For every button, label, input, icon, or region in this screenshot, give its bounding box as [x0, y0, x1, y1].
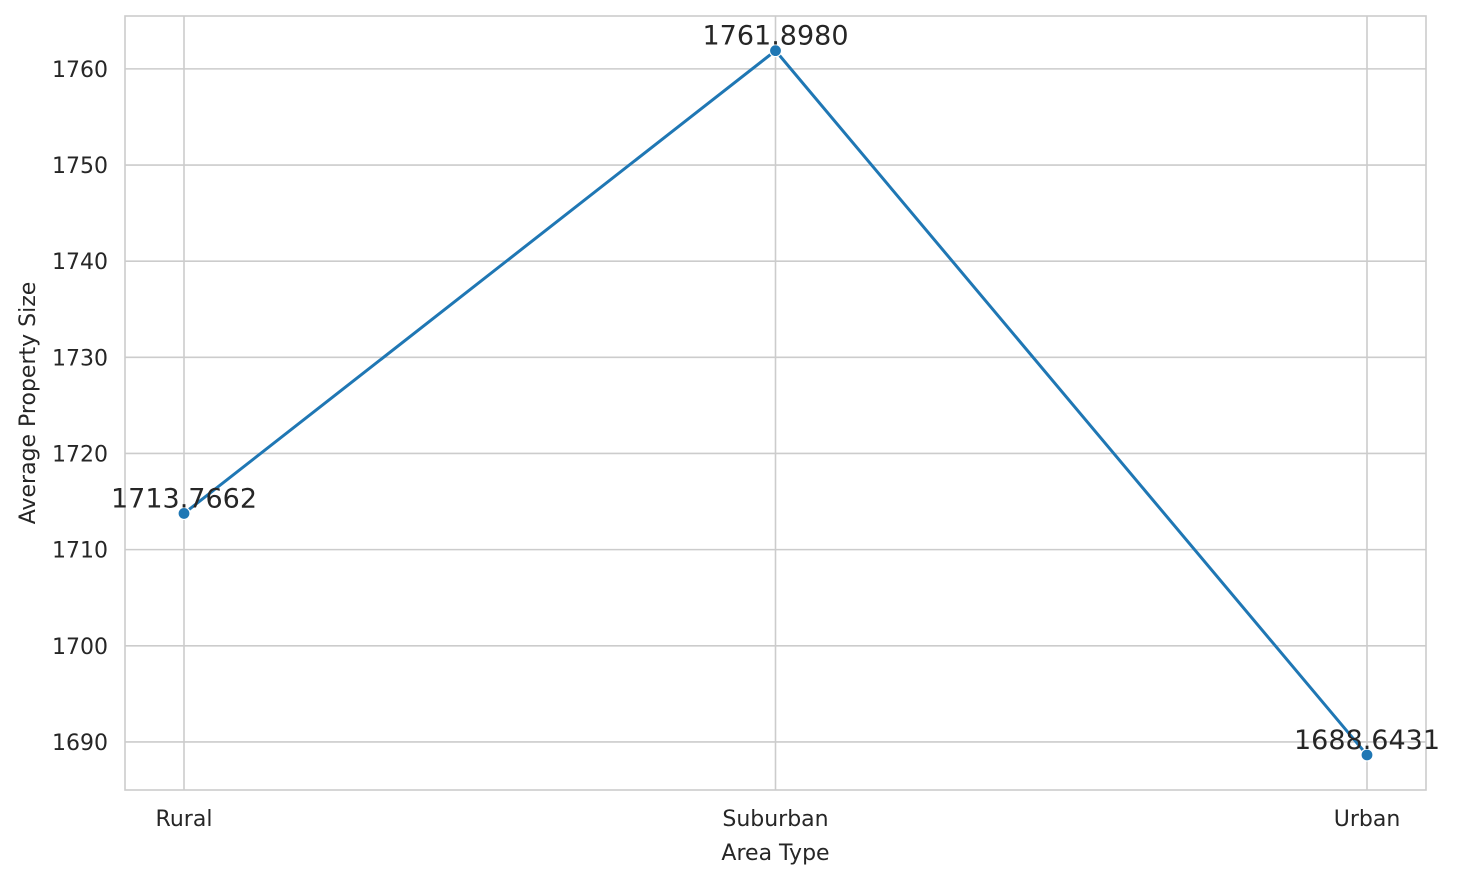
data-label: 1761.8980: [702, 21, 848, 52]
data-point: [768, 44, 783, 58]
y-tick-label: 1720: [52, 442, 108, 467]
series-layer: 1713.7662 1761.8980 1688.6431: [111, 21, 1440, 762]
data-point: [1360, 748, 1374, 762]
y-tick-label: 1760: [52, 58, 108, 83]
data-label: 1688.6431: [1294, 725, 1440, 756]
x-tick-label: Urban: [1334, 807, 1401, 832]
y-tick-label: 1740: [52, 250, 108, 275]
y-axis-title: Average Property Size: [16, 282, 41, 525]
x-tick-label: Rural: [156, 807, 213, 832]
x-axis-ticks: Rural Suburban Urban: [156, 807, 1401, 832]
data-point: [177, 506, 191, 521]
y-axis-ticks: 1690 1700 1710 1720 1730 1740 1750 1760: [52, 58, 108, 756]
y-tick-label: 1730: [52, 346, 108, 371]
x-axis-title: Area Type: [721, 841, 829, 866]
y-tick-label: 1700: [52, 635, 108, 660]
data-label: 1713.7662: [111, 483, 257, 514]
x-tick-label: Suburban: [722, 807, 828, 832]
y-tick-label: 1690: [52, 731, 108, 756]
y-tick-label: 1710: [52, 539, 108, 564]
plot-area-frame: [124, 15, 1427, 791]
y-tick-label: 1750: [52, 154, 108, 179]
grid: [125, 16, 1426, 790]
